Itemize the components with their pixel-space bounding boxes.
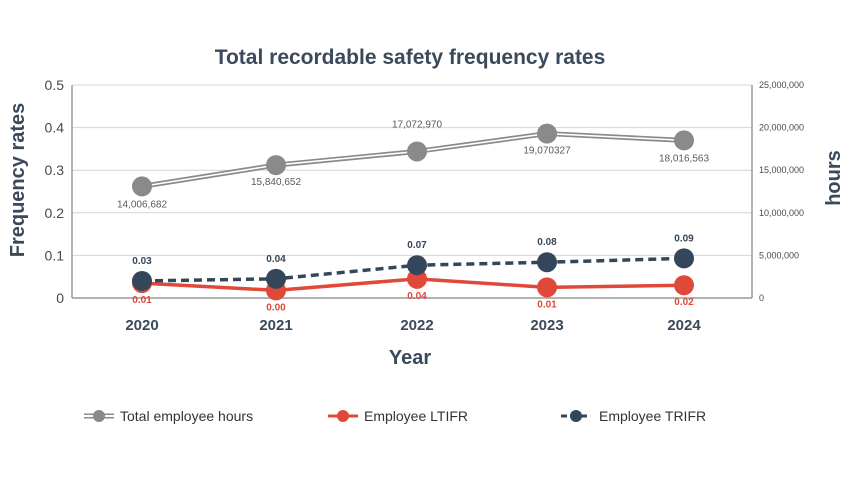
data-label-trifr: 0.08 [537,237,557,248]
data-label-hours: 15,840,652 [251,177,301,188]
data-label-trifr: 0.04 [266,254,286,265]
legend-ltifr-label: Employee LTIFR [364,408,468,424]
x-tick-label: 2023 [530,317,563,334]
legend-trifr-marker [570,410,582,422]
point-hours [537,123,557,144]
y-right-tick-label: 10,000,000 [759,208,804,218]
y-left-tick-label: 0.2 [45,205,65,221]
x-tick-label: 2021 [259,317,292,334]
point-trifr [266,268,286,289]
chart-title: Total recordable safety frequency rates [215,46,606,69]
legend: Total employee hours Employee LTIFR Empl… [84,408,706,424]
data-label-ltifr: 0.01 [132,295,152,306]
x-tick-label: 2022 [400,317,433,334]
data-label-hours: 14,006,682 [117,199,167,210]
legend-item-trifr: Employee TRIFR [561,408,706,424]
point-trifr [674,248,694,269]
y-left-tick-label: 0.1 [45,247,65,263]
data-label-hours: 17,072,970 [392,119,442,130]
y-left-tick-label: 0 [56,290,64,306]
legend-hours-marker [93,410,105,422]
data-label-trifr: 0.09 [674,233,694,244]
point-trifr [537,252,557,273]
x-tick-label: 2024 [667,317,701,334]
x-tick-labels: 2020 2021 2022 2023 2024 [125,317,701,334]
x-axis-title: Year [389,347,431,369]
point-ltifr [537,277,557,298]
legend-hours-label: Total employee hours [120,408,253,424]
y-left-tick-label: 0.3 [45,162,65,178]
data-label-trifr: 0.07 [407,240,427,251]
legend-ltifr-marker [337,410,349,422]
data-label-ltifr: 0.00 [266,302,286,313]
point-hours [674,130,694,151]
point-trifr [407,255,427,276]
point-hours [407,141,427,162]
grid [72,84,752,256]
plot-frame [71,85,753,299]
data-label-hours: 18,016,563 [659,153,709,164]
data-label-hours: 19,070327 [523,146,571,157]
legend-item-ltifr: Employee LTIFR [328,408,468,424]
y-right-tick-label: 15,000,000 [759,165,804,175]
y-left-axis-title: Frequency rates [7,103,29,258]
y-right-tick-label: 20,000,000 [759,123,804,133]
series-layer: 14,006,682 15,840,652 17,072,970 19,070327 1… [117,119,709,313]
point-hours [132,176,152,197]
data-label-trifr: 0.03 [132,256,152,267]
x-tick-label: 2020 [125,317,158,334]
y-left-tick-label: 0.5 [45,77,65,93]
y-right-tick-label: 25,000,000 [759,80,804,90]
data-label-ltifr: 0.01 [537,299,557,310]
y-right-tick-label: 0 [759,293,764,303]
point-ltifr [674,275,694,296]
y-right-tick-labels: 0 5,000,000 10,000,000 15,000,000 20,000,000… [759,80,804,303]
y-left-tick-label: 0.4 [45,120,65,136]
point-trifr [132,270,152,291]
data-label-ltifr: 0.02 [674,297,694,308]
legend-trifr-label: Employee TRIFR [599,408,706,424]
y-right-axis-title: hours [823,150,845,206]
y-right-tick-label: 5,000,000 [759,250,799,260]
point-hours [266,155,286,176]
y-left-tick-labels: 0 0.1 0.2 0.3 0.4 0.5 [45,77,65,306]
legend-item-hours: Total employee hours [84,408,253,424]
data-label-ltifr: 0.04 [407,291,427,302]
